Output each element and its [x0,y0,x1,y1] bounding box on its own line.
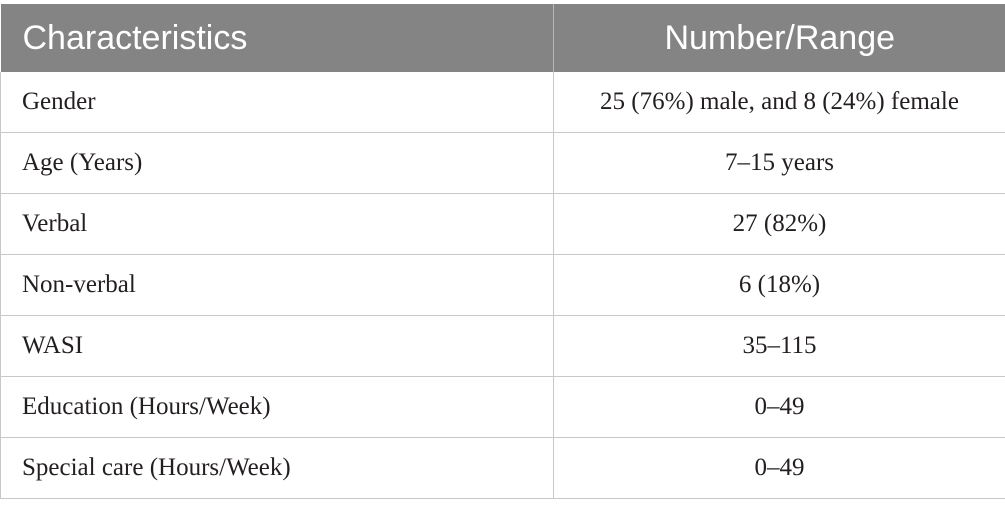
cell-characteristic: Education (Hours/Week) [0,376,554,438]
cell-value: 0–49 [553,376,1005,438]
cell-characteristic: Age (Years) [0,132,554,194]
table-row-non-verbal: Non-verbal 6 (18%) [0,254,1005,316]
cell-value: 7–15 years [553,132,1005,194]
table-row-age: Age (Years) 7–15 years [0,132,1005,194]
header-characteristics: Characteristics [0,4,554,72]
cell-value: 0–49 [553,437,1005,499]
characteristics-table: Characteristics Number/Range Gender 25 (… [0,4,1005,499]
cell-characteristic: Special care (Hours/Week) [0,437,554,499]
table-row-special-care: Special care (Hours/Week) 0–49 [0,437,1005,499]
cell-characteristic: Verbal [0,193,554,255]
table-header: Characteristics Number/Range [0,4,1005,72]
table-row-verbal: Verbal 27 (82%) [0,193,1005,255]
cell-value: 35–115 [553,315,1005,377]
table-body: Gender 25 (76%) male, and 8 (24%) female… [0,72,1005,499]
cell-value: 25 (76%) male, and 8 (24%) female [553,72,1005,133]
cell-characteristic: Gender [0,72,554,133]
table-row-wasi: WASI 35–115 [0,315,1005,377]
cell-characteristic: WASI [0,315,554,377]
table-row-education: Education (Hours/Week) 0–49 [0,376,1005,438]
header-number-range: Number/Range [553,4,1005,72]
cell-characteristic: Non-verbal [0,254,554,316]
cell-value: 27 (82%) [553,193,1005,255]
characteristics-table-container: Characteristics Number/Range Gender 25 (… [0,4,1005,499]
cell-value: 6 (18%) [553,254,1005,316]
header-row: Characteristics Number/Range [0,4,1005,72]
table-row-gender: Gender 25 (76%) male, and 8 (24%) female [0,72,1005,133]
